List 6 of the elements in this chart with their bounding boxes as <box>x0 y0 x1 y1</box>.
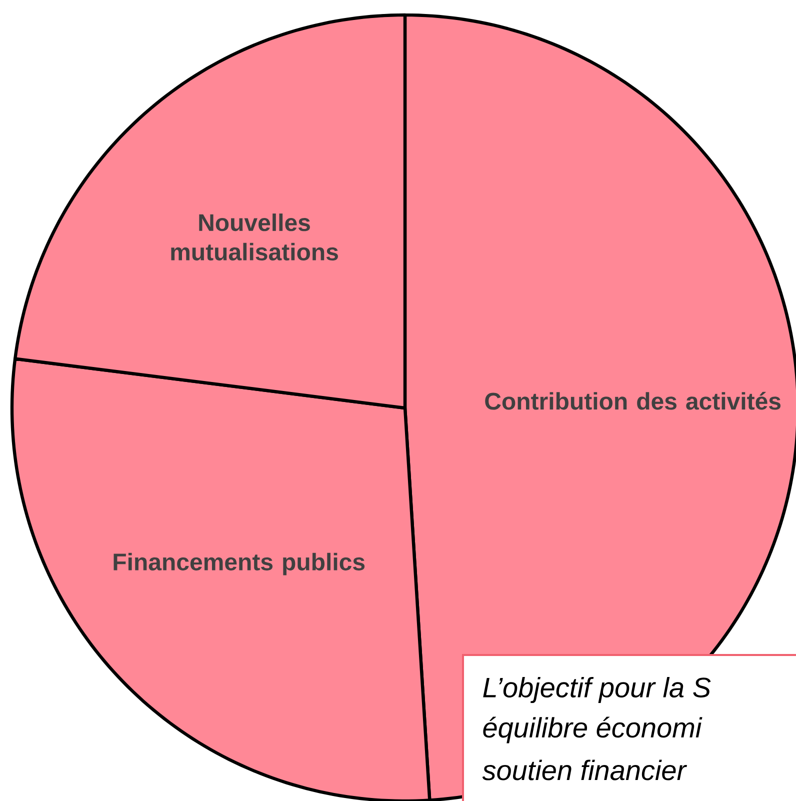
text: soutien financier <box>482 760 688 780</box>
text: équilibre économi <box>483 716 702 744</box>
slice-label: Financements publics <box>114 552 365 576</box>
slice-label: Nouvelles mutualisations <box>171 214 338 260</box>
slice-label: Contribution des activités <box>485 392 781 410</box>
text: L’objectif pour la S <box>483 676 711 704</box>
